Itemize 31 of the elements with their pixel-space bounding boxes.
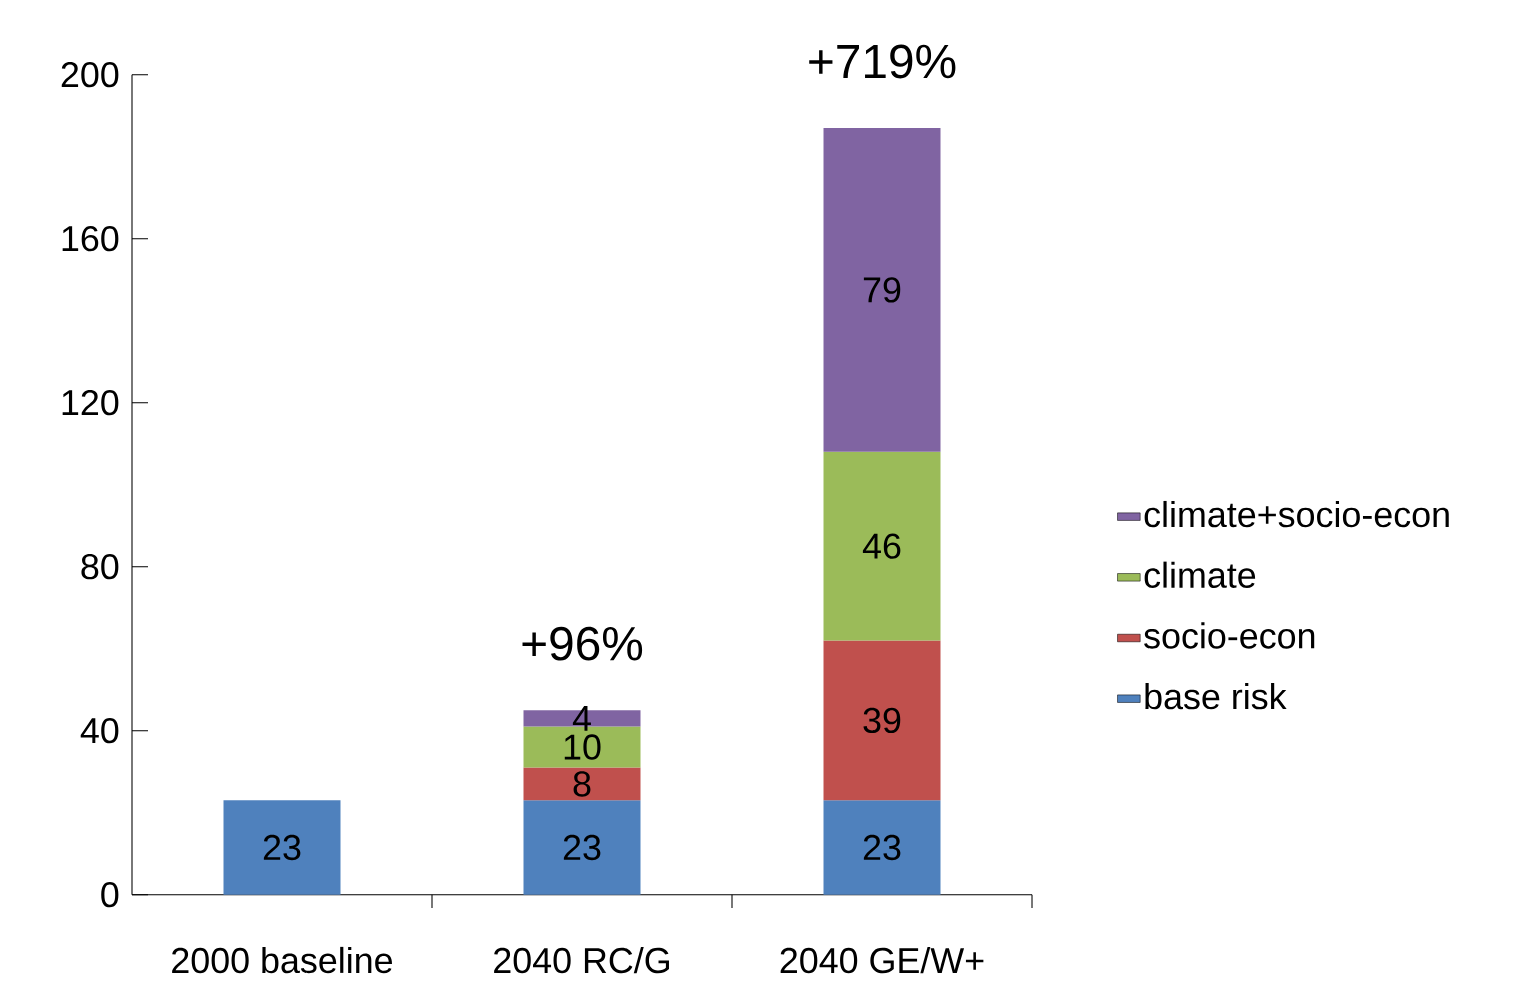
annotation: +719% — [809, 44, 956, 79]
bar — [823, 127, 941, 452]
annotation: +96% — [522, 626, 643, 661]
y-tick-label: 0 — [101, 881, 119, 908]
legend-label: climate+socio-econ — [1144, 500, 1449, 528]
x-tick-label: 2040 GE/W+ — [780, 946, 984, 974]
data-label: 39 — [863, 707, 901, 734]
legend-label: climate — [1144, 561, 1256, 588]
data-label: 79 — [863, 277, 901, 303]
bar — [823, 451, 941, 641]
data-label: 10 — [564, 734, 601, 760]
y-tick-label: 160 — [62, 225, 119, 252]
data-label: 8 — [573, 771, 591, 797]
bar — [523, 767, 641, 801]
x-tick-label: 2040 RC/G — [494, 946, 669, 974]
x-tick-label: 2000 baseline — [172, 946, 392, 974]
data-label: 46 — [862, 533, 901, 559]
data-label: 4 — [572, 706, 591, 731]
y-tick-label: 80 — [81, 553, 119, 580]
data-label: 23 — [563, 834, 601, 861]
legend-label: base risk — [1145, 682, 1287, 710]
data-label: 23 — [263, 834, 301, 861]
bar — [823, 800, 941, 895]
y-tick-label: 120 — [62, 389, 119, 416]
bar — [523, 800, 641, 895]
bar — [823, 640, 941, 801]
bar — [223, 800, 341, 895]
legend-label: socio-econ — [1144, 622, 1315, 649]
data-label: 23 — [863, 834, 901, 861]
y-tick-label: 40 — [80, 717, 119, 744]
y-tick-label: 200 — [61, 61, 119, 88]
